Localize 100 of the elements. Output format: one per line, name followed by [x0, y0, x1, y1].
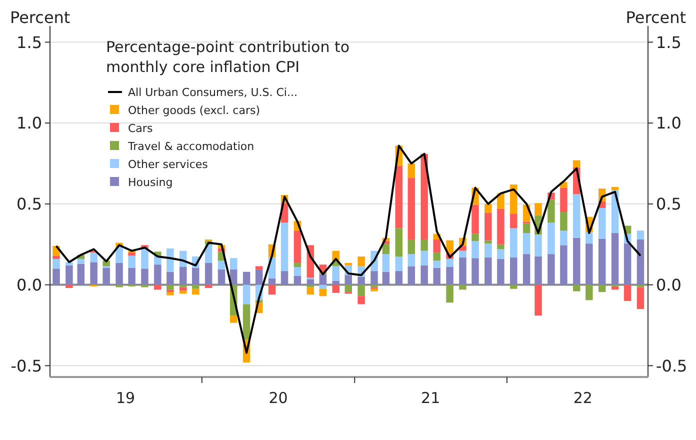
bar	[472, 234, 479, 242]
bar	[573, 160, 580, 168]
bar	[497, 193, 504, 209]
bar	[66, 265, 73, 285]
bar	[306, 279, 314, 285]
bar	[408, 178, 416, 240]
bar	[472, 258, 479, 285]
bar	[294, 230, 302, 263]
y-axis-title: Percent	[10, 8, 70, 27]
bar	[166, 290, 174, 292]
bar	[522, 233, 530, 254]
legend-label: Other services	[128, 158, 208, 171]
bar	[598, 284, 606, 292]
legend-title: Percentage-point contribution to monthly core inflation CPI	[106, 38, 350, 76]
bar	[268, 284, 276, 295]
bar	[459, 250, 466, 258]
bar	[358, 284, 365, 296]
x-tick-label: 22	[573, 389, 592, 407]
bar	[255, 269, 263, 285]
bar	[573, 284, 580, 292]
legend-label: Housing	[128, 176, 173, 189]
bar	[624, 244, 632, 285]
bar	[255, 266, 263, 270]
bar	[408, 240, 416, 254]
bar	[586, 284, 593, 300]
bar	[242, 304, 250, 340]
bar	[408, 266, 416, 285]
bar	[128, 256, 136, 268]
bar	[66, 262, 73, 266]
bar	[280, 222, 288, 272]
y2-tick-label: -0.5	[656, 356, 688, 376]
bar	[230, 269, 238, 285]
bar	[319, 284, 327, 289]
bar	[370, 271, 378, 285]
bar	[573, 194, 580, 238]
bar	[344, 262, 352, 266]
bar	[77, 258, 85, 264]
y-tick-label: 0.0	[16, 275, 42, 294]
bar	[560, 245, 568, 285]
bar	[90, 262, 98, 285]
bar	[484, 257, 492, 285]
y-tick-label: 0.5	[16, 194, 42, 214]
bar	[395, 166, 402, 228]
bar	[433, 268, 440, 285]
bar	[510, 228, 518, 258]
bar	[154, 264, 162, 285]
bar	[510, 257, 518, 285]
bar	[534, 256, 542, 285]
bar	[242, 284, 250, 304]
bar	[459, 284, 466, 290]
y2-tick-label: 0.0	[656, 275, 682, 294]
bar	[446, 267, 454, 285]
bar	[128, 252, 136, 256]
y-tick-label: -0.5	[10, 356, 42, 376]
bar	[294, 276, 302, 285]
bar	[268, 278, 276, 285]
bar	[510, 214, 518, 228]
bar	[166, 248, 174, 272]
bar	[166, 272, 174, 285]
bar	[497, 244, 504, 250]
bar	[66, 284, 73, 288]
bar	[433, 260, 440, 268]
bar	[395, 228, 402, 256]
bar	[586, 244, 593, 285]
bar	[522, 254, 530, 285]
bar	[484, 240, 492, 244]
bar	[332, 280, 340, 285]
bar	[522, 223, 530, 234]
bar	[102, 268, 110, 285]
bar	[102, 260, 110, 266]
x-tick-label: 21	[421, 389, 440, 407]
bar	[166, 284, 174, 290]
bar	[446, 240, 454, 254]
bar	[319, 288, 327, 296]
bar	[459, 257, 466, 285]
legend-label: All Urban Consumers, U.S. Ci...	[128, 86, 298, 99]
bar	[408, 163, 416, 178]
bar	[370, 288, 378, 292]
bar	[218, 269, 226, 285]
x-tick-label: 20	[268, 389, 288, 407]
bar	[497, 258, 504, 285]
bar	[472, 241, 479, 258]
bar	[548, 222, 555, 254]
bar	[344, 284, 352, 292]
bar	[230, 258, 238, 270]
bar	[611, 233, 619, 285]
x-tick-label: 19	[116, 389, 136, 407]
y2-tick-label: 1.0	[656, 114, 682, 133]
bar	[598, 208, 606, 239]
bar	[446, 258, 454, 268]
bar	[484, 244, 492, 258]
bar	[534, 234, 542, 256]
bar	[218, 260, 226, 270]
bar	[510, 284, 518, 289]
bar	[180, 287, 187, 290]
bar	[420, 250, 428, 266]
bar	[344, 275, 352, 285]
bar	[598, 238, 606, 285]
bar	[534, 203, 542, 216]
y2-tick-label: 1.5	[656, 32, 682, 52]
